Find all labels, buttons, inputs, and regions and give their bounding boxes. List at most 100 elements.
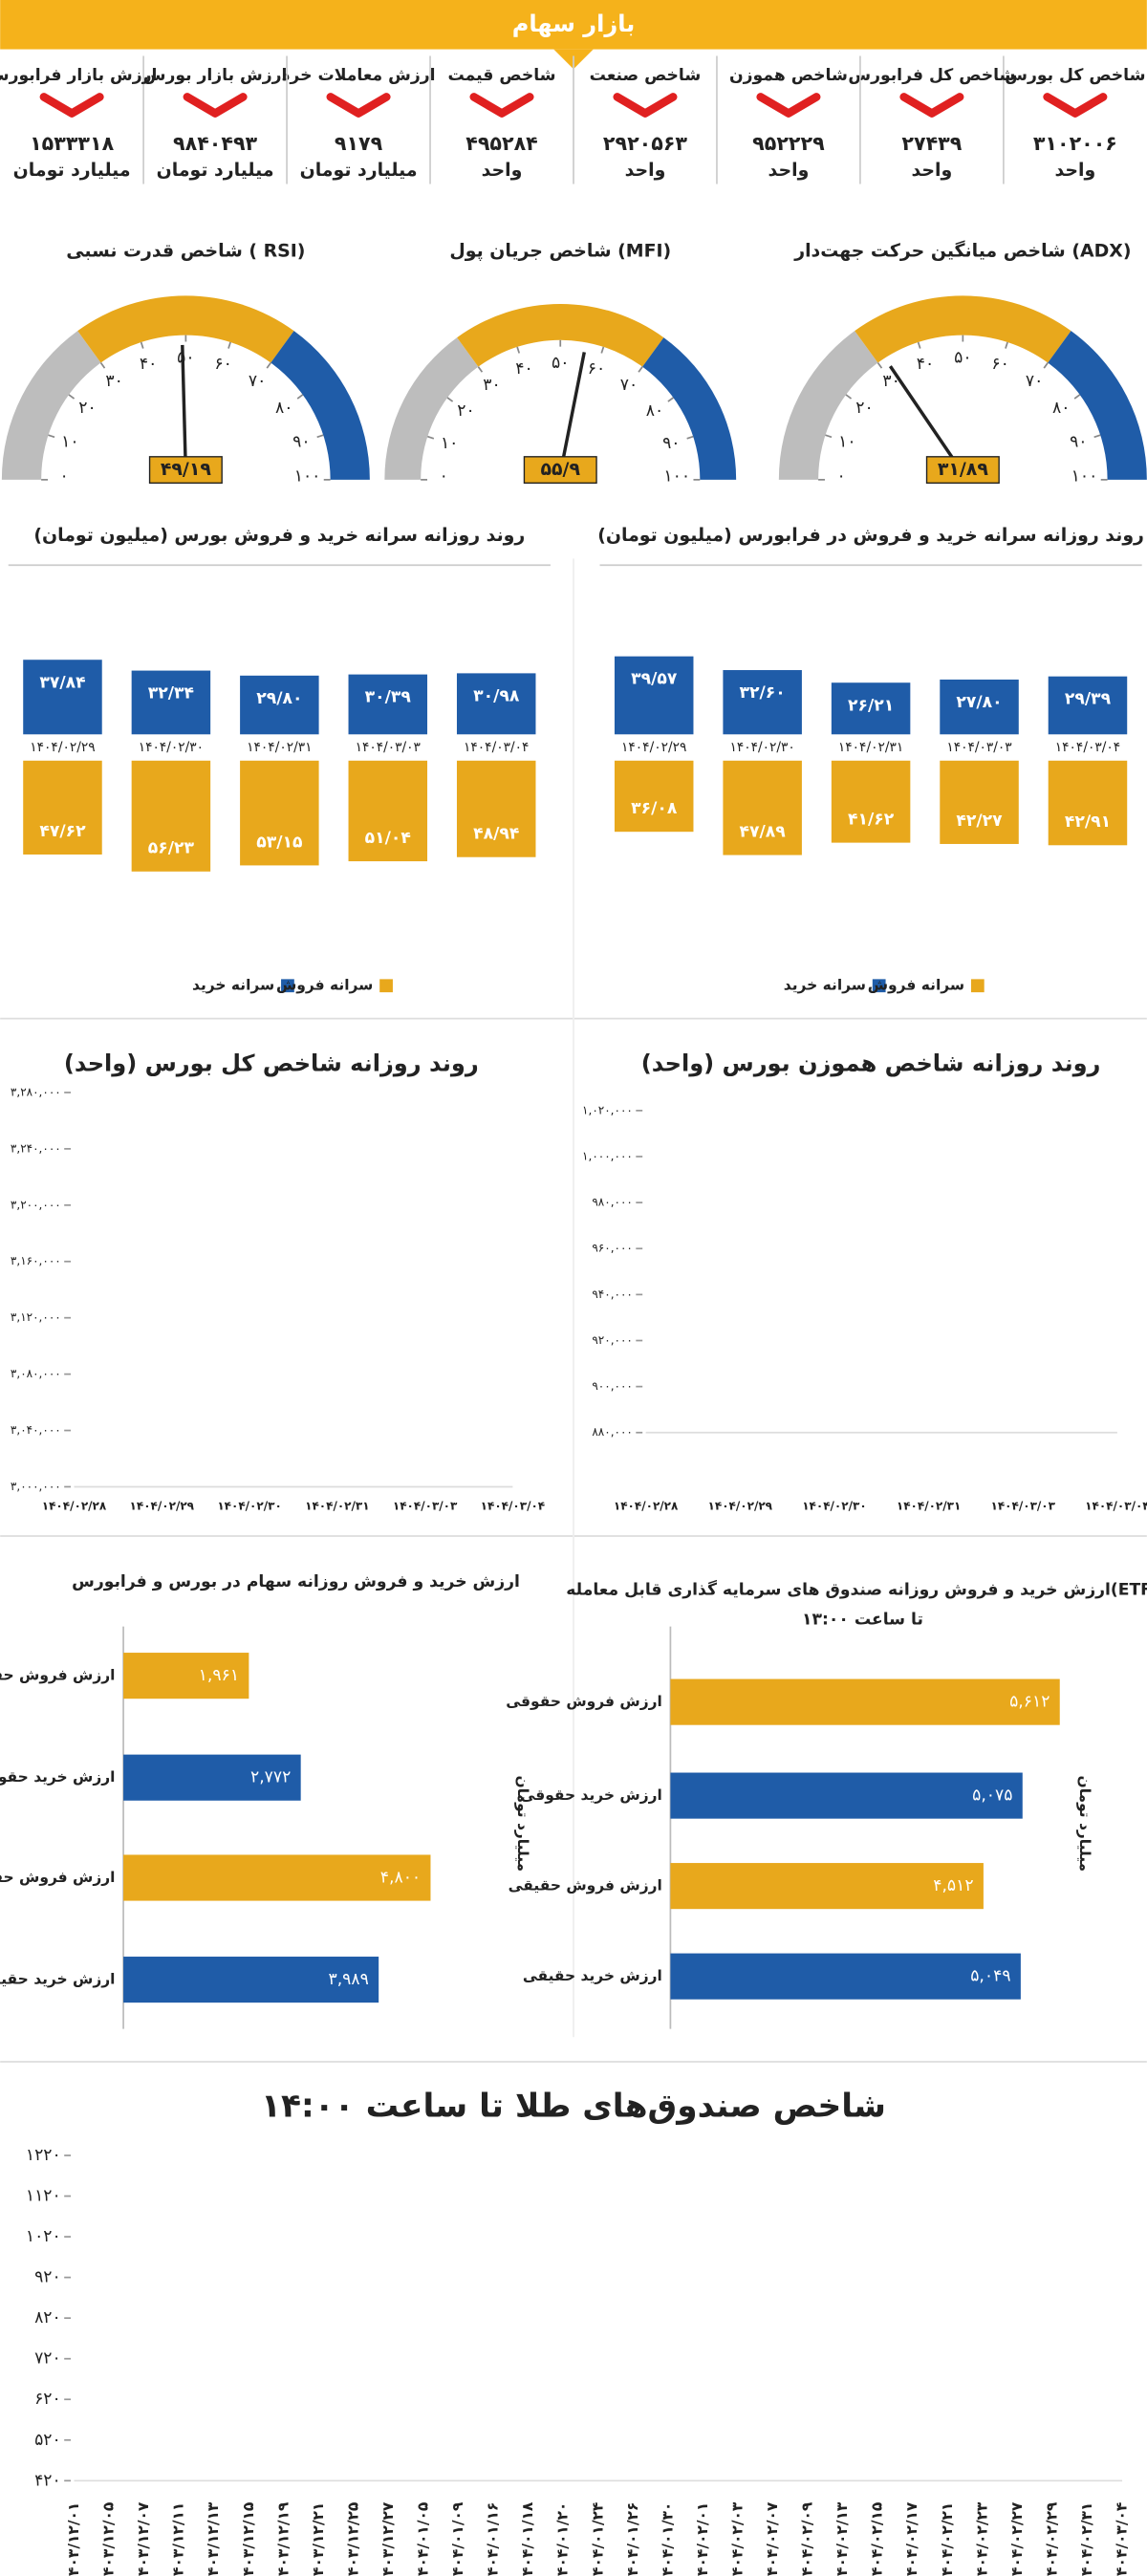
- bar-value: ۴۲/۲۷: [956, 812, 1003, 831]
- gauge-band: [778, 331, 878, 480]
- gauge-band: [1, 331, 101, 480]
- gauge-band: [271, 331, 370, 480]
- bar: [456, 673, 536, 735]
- bar: [670, 1953, 1021, 2000]
- gauge-tick-label: ۹۰: [662, 434, 680, 453]
- index-value: ۹۱۷۹: [335, 132, 383, 155]
- y-tick-label: ۹۸۰,۰۰۰: [592, 1196, 633, 1209]
- gauge-tick: [296, 394, 304, 400]
- gauge-tick-label: ۵۰: [177, 349, 194, 368]
- index-value: ۱۵۳۳۳۱۸: [30, 132, 114, 155]
- gauge-title: شاخص قدرت نسبی ( RSI): [66, 240, 305, 261]
- bar-value: ۳۰/۳۹: [365, 688, 412, 707]
- down-chevron: [899, 93, 964, 118]
- x-tick-label: ۱۴۰۴/۰۱/۱۶: [485, 2502, 502, 2576]
- gauge-tick-label: ۸۰: [1052, 399, 1070, 418]
- bar-value: ۳۰/۹۸: [473, 686, 520, 705]
- bar: [348, 760, 428, 862]
- chart-title: شاخص صندوق‌های طلا تا ساعت ۱۴:۰۰: [261, 2088, 886, 2126]
- gauge-tick-label: ۱۰: [838, 433, 855, 452]
- index-unit: واحد: [912, 160, 953, 181]
- category-label: ۱۴۰۴/۰۳/۰۴: [1055, 740, 1120, 755]
- bar-value: ۴,۵۱۲: [933, 1876, 973, 1895]
- x-tick-label: ۱۴۰۳/۱۲/۱۵: [240, 2502, 257, 2576]
- index-title: شاخص کل فرابورس: [848, 66, 1015, 85]
- gauge-tick: [1043, 362, 1049, 369]
- index-title: شاخص کل بورس: [1005, 66, 1145, 85]
- gauge-tick-label: ۹۰: [1070, 433, 1087, 452]
- gauge-tick: [876, 362, 883, 369]
- gauge-tick-label: ۰: [440, 466, 448, 486]
- category-label: ۱۴۰۴/۰۳/۰۳: [356, 740, 421, 755]
- category-label: ۱۴۰۴/۰۳/۰۴: [464, 740, 529, 755]
- legend-label: سرانه فروش: [868, 977, 964, 994]
- index-value: ۳۱۰۲۰۰۶: [1033, 132, 1117, 155]
- bar-value: ۲۶/۲۱: [848, 696, 894, 715]
- y-tick-label: ۹۲۰: [34, 2268, 61, 2287]
- gauge-tick: [917, 341, 921, 349]
- legend-label: سرانه فروش: [276, 977, 373, 994]
- chart-title: روند روزانه شاخص هموزن بورس (واحد): [641, 1050, 1101, 1077]
- x-tick-label: ۱۴۰۳/۱۲/۰۷: [135, 2501, 152, 2576]
- bar-value: ۴۱/۶۲: [848, 811, 895, 830]
- gauge-tick-label: ۲۰: [855, 399, 873, 418]
- gauge-tick: [1005, 341, 1008, 349]
- gauge-value: ۴۹/۱۹: [161, 459, 211, 480]
- y-tick-label: ۱,۰۲۰,۰۰۰: [582, 1103, 633, 1116]
- x-tick-label: ۱۴۰۴/۰۱/۲۶: [624, 2502, 641, 2576]
- bar: [614, 656, 694, 735]
- chart-title: ارزش خرید و فروش روزانه صندوق های سرمایه…: [566, 1580, 1147, 1600]
- gauge-tick-label: ۵۰: [954, 349, 971, 368]
- bar-value: ۲۹/۳۹: [1065, 690, 1112, 709]
- legend-label: سرانه خرید: [784, 977, 866, 994]
- x-tick-label: ۱۴۰۴/۰۲/۲۹: [708, 1500, 773, 1513]
- x-tick-label: ۱۴۰۳/۱۲/۰۵: [100, 2502, 118, 2576]
- gauge-tick-label: ۱۰۰: [1071, 466, 1098, 486]
- gauge-tick-label: ۷۰: [249, 372, 266, 391]
- x-tick-label: ۱۴۰۴/۰۲/۳۱: [1078, 2502, 1095, 2576]
- gauge-tick-label: ۶۰: [588, 359, 605, 379]
- gauge-tick-label: ۷۰: [1026, 372, 1043, 391]
- y-tick-label: ۶۲۰: [34, 2390, 61, 2409]
- x-tick-label: ۱۴۰۳/۱۲/۲۱: [310, 2502, 327, 2576]
- index-title: شاخص هموزن: [729, 66, 848, 85]
- index-title: ارزش بازار بورس: [143, 66, 288, 85]
- y-tick-label: ۱,۰۰۰,۰۰۰: [582, 1150, 633, 1163]
- bar: [123, 1854, 431, 1901]
- index-unit: واحد: [625, 160, 666, 181]
- gauge-needle: [888, 365, 964, 474]
- gauge-tick: [266, 362, 271, 369]
- gauge-tick-label: ۹۰: [292, 433, 310, 452]
- category-label: ارزش خرید حقیقی: [523, 1967, 662, 1984]
- bar: [670, 1863, 984, 1910]
- y-tick-label: ۳,۰۴۰,۰۰۰: [11, 1423, 61, 1437]
- bar-value: ۵۶/۲۳: [148, 839, 195, 858]
- gauge-tick-label: ۸۰: [275, 399, 292, 418]
- bar-value: ۲,۷۷۲: [250, 1768, 291, 1787]
- bar-value: ۲۹/۸۰: [256, 689, 302, 708]
- gauge-tick-label: ۰: [837, 466, 846, 486]
- x-tick-label: ۱۴۰۴/۰۲/۲۳: [973, 2501, 990, 2576]
- chart-subtitle: تا ساعت ۱۳:۰۰: [802, 1611, 923, 1630]
- x-tick-label: ۱۴۰۳/۱۲/۱۹: [274, 2501, 292, 2576]
- x-tick-label: ۱۴۰۳/۱۲/۲۵: [344, 2502, 361, 2576]
- gauge-tick-label: ۶۰: [214, 355, 231, 374]
- bar: [614, 760, 694, 833]
- y-tick-label: ۱۰۲۰: [26, 2227, 61, 2246]
- gauge-tick-label: ۱۰۰: [294, 466, 321, 486]
- bar-value: ۵,۶۱۲: [1009, 1693, 1050, 1712]
- y-tick-label: ۳,۰۸۰,۰۰۰: [11, 1367, 61, 1380]
- value-box: [148, 456, 223, 484]
- gauge-band: [1048, 331, 1147, 480]
- index-unit: واحد: [768, 160, 810, 181]
- bar: [1048, 760, 1128, 846]
- bar: [670, 1678, 1060, 1725]
- gauge-tick-label: ۷۰: [620, 376, 638, 395]
- x-tick-label: ۱۴۰۴/۰۲/۱۵: [869, 2502, 886, 2576]
- index-title: ارزش بازار فرابورس: [0, 66, 157, 85]
- category-label: ۱۴۰۴/۰۳/۰۳: [946, 740, 1011, 755]
- gauge-tick: [825, 434, 833, 439]
- legend-swatch: [970, 979, 985, 993]
- gauge-value: ۳۱/۸۹: [938, 459, 988, 480]
